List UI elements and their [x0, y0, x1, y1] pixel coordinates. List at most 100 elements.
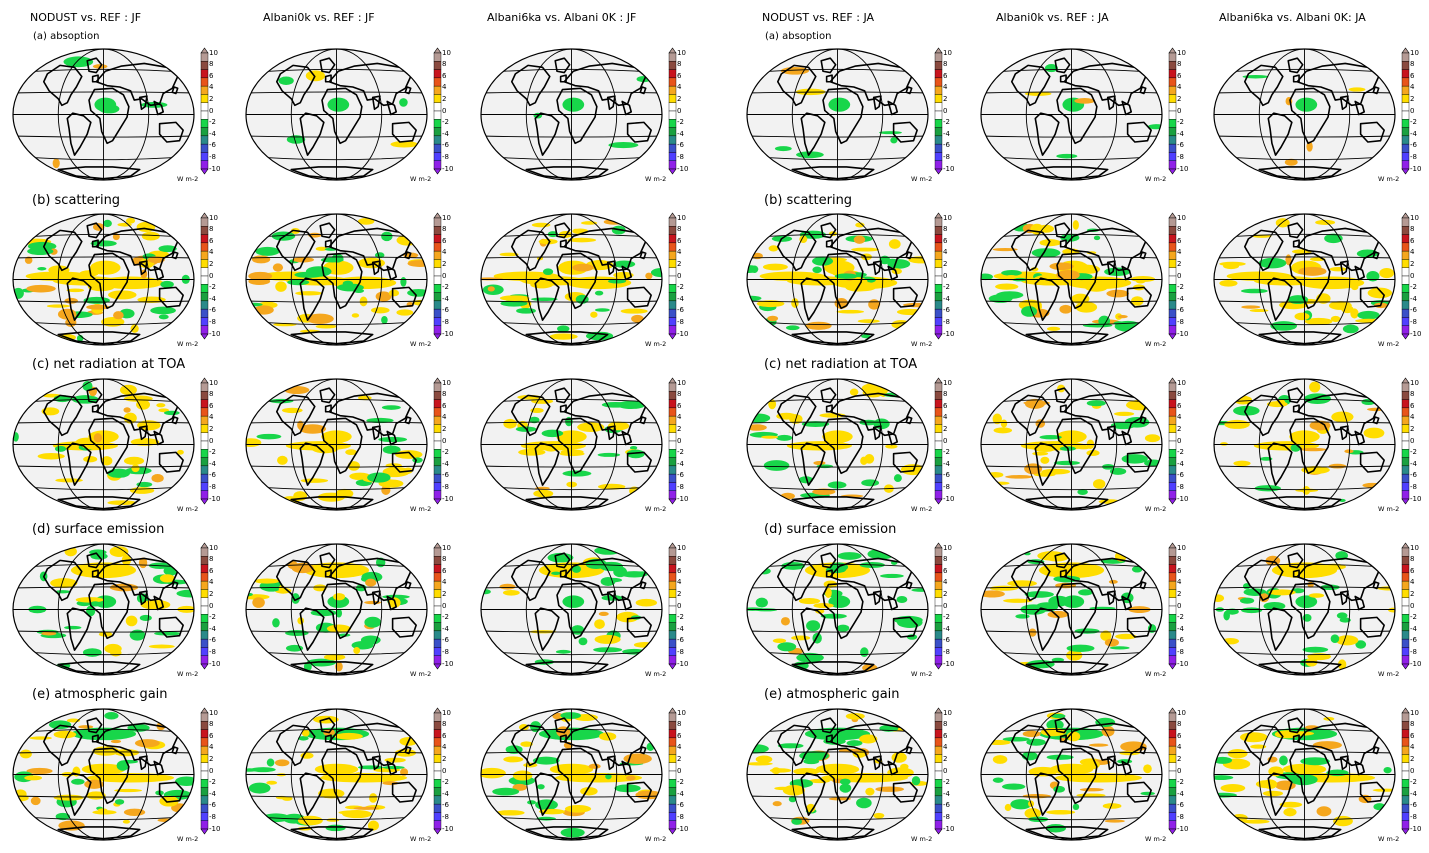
colorbar-segment	[1401, 317, 1410, 326]
anomaly-patch	[107, 468, 131, 478]
colorbar-tick-label: 2	[943, 754, 948, 763]
anomaly-patch	[888, 239, 901, 249]
anomaly-patch	[175, 776, 194, 786]
anomaly-patch	[117, 222, 132, 227]
colorbar-tick-label: 2	[1177, 589, 1182, 598]
colorbar-segment	[1401, 424, 1410, 433]
colorbar-tick-label: -2	[677, 448, 684, 457]
colorbar-tick-label: 4	[943, 743, 948, 752]
coastline-eurasia	[1063, 557, 1147, 602]
anomaly-patch	[1079, 787, 1104, 792]
colorbar-segment	[934, 482, 943, 491]
anomaly-patch	[1088, 743, 1109, 747]
anomaly-patch	[896, 308, 925, 316]
coastline-namerica	[275, 229, 316, 272]
colorbar-extend-max	[433, 542, 442, 549]
colorbar-segment	[934, 754, 943, 763]
coastline-seasia	[1121, 430, 1133, 446]
coastline-africa	[321, 747, 363, 805]
anomaly-patch	[1024, 398, 1045, 409]
colorbar-extend-max	[1401, 47, 1410, 54]
anomaly-patch	[875, 786, 904, 792]
anomaly-patch	[1220, 442, 1228, 446]
colorbar-tick-label: -4	[1177, 129, 1184, 138]
colorbar-extend-max	[1401, 542, 1410, 549]
anomaly-patch	[1044, 64, 1058, 73]
colorbar-segment	[668, 721, 677, 730]
colorbar	[200, 47, 231, 180]
unit-label: W m-2	[645, 175, 667, 183]
map-panel	[12, 213, 195, 346]
colorbar-tick-label: 2	[1177, 754, 1182, 763]
coastline-namerica	[42, 394, 83, 437]
anomaly-patch	[137, 420, 161, 431]
anomaly-patch	[812, 266, 822, 274]
coastline-seasia	[1354, 100, 1366, 116]
hammer-projection-map	[980, 378, 1163, 511]
colorbar-segment	[934, 77, 943, 87]
colorbar-extend-min	[200, 828, 209, 835]
anomaly-patch	[357, 217, 375, 225]
colorbar-tick-label: -4	[943, 789, 950, 798]
colorbar-segment	[1168, 292, 1177, 302]
colorbar-extend-min	[668, 498, 677, 505]
colorbar-segment	[1401, 77, 1410, 87]
anomaly-patch	[112, 233, 120, 241]
anomaly-patch	[867, 548, 895, 560]
coastline-namerica	[42, 724, 83, 767]
coastline-namerica	[1010, 724, 1051, 767]
meridian-line	[1025, 214, 1072, 345]
anomaly-patch	[92, 810, 117, 815]
anomaly-patch	[82, 380, 93, 391]
colorbar-segment	[433, 770, 442, 780]
anomaly-patch	[1233, 460, 1251, 467]
coastline-greenland	[554, 717, 571, 734]
colorbar-segment	[668, 473, 677, 483]
coastline-greenland	[554, 387, 571, 404]
colorbar-tick-label: -4	[209, 459, 216, 468]
anomaly-patch	[635, 598, 658, 607]
colorbar-tick-label: -2	[1410, 283, 1417, 292]
colorbar-tick-label: 10	[209, 378, 218, 387]
coastline-uk	[1292, 404, 1300, 413]
anomaly-contour	[87, 773, 175, 783]
colorbar-segment	[934, 787, 943, 797]
colorbar-tick-label: 6	[1410, 71, 1415, 80]
coastline-samerica	[66, 112, 92, 156]
colorbar-segment	[200, 754, 209, 763]
anomaly-patch	[64, 625, 82, 630]
map-panel	[12, 708, 195, 841]
coastline-samerica	[800, 112, 826, 156]
colorbar-tick-label: 0	[1410, 106, 1415, 115]
colorbar-segment	[934, 217, 943, 227]
coastline-australia	[892, 286, 918, 308]
row-label: (a) absoption	[765, 31, 832, 42]
coastline-antarctica	[525, 826, 609, 840]
anomaly-patch	[1051, 657, 1065, 663]
colorbar-segment	[1401, 234, 1410, 244]
unit-label: W m-2	[410, 505, 432, 513]
colorbar-tick-label: 4	[943, 578, 948, 587]
colorbar-tick-label: 0	[442, 271, 447, 280]
colorbar-tick-label: 10	[943, 213, 952, 222]
colorbar-segment	[668, 812, 677, 821]
colorbar-segment	[934, 432, 943, 442]
colorbar-tick-label: -10	[442, 164, 454, 173]
anomaly-patch	[1372, 788, 1395, 792]
colorbar-segment	[668, 415, 677, 425]
anomaly-patch	[1301, 466, 1330, 474]
colorbar-segment	[433, 259, 442, 268]
colorbar-segment	[1401, 102, 1410, 112]
coastline-india	[872, 755, 882, 771]
anomaly-patch	[996, 291, 1024, 299]
colorbar-segment	[433, 160, 442, 170]
globe-outline	[746, 48, 929, 181]
coastline-india	[1339, 95, 1349, 111]
colorbar-segment	[1168, 779, 1177, 788]
anomaly-patch	[1330, 315, 1341, 323]
hammer-projection-map	[12, 213, 195, 346]
coastline-australia	[391, 121, 417, 143]
coastline-africa	[88, 582, 130, 640]
anomaly-patch	[772, 638, 787, 643]
anomaly-patch	[755, 597, 768, 608]
